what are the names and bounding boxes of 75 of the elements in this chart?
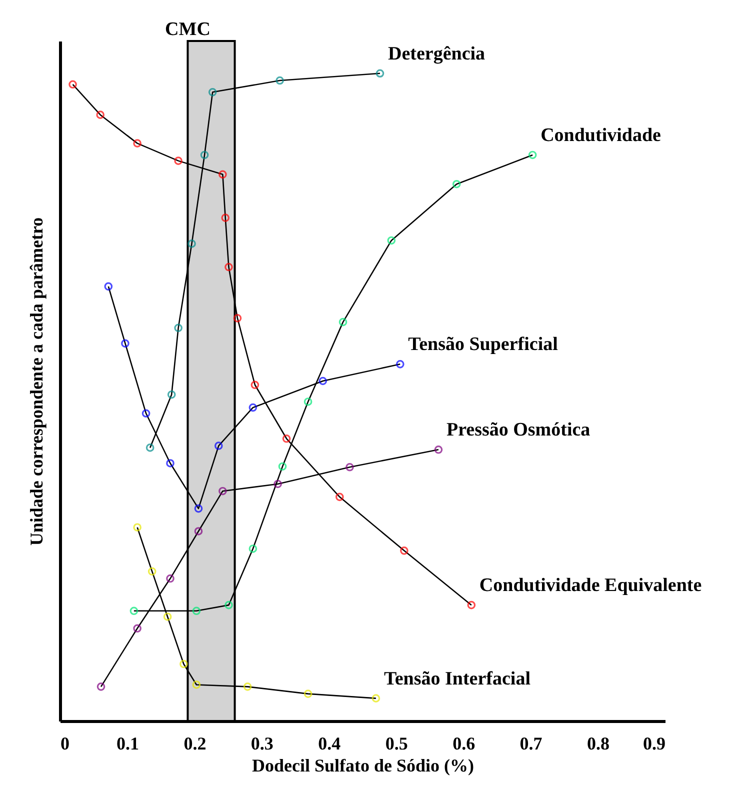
point (96, 110, 104, 119)
point (174, 156, 182, 165)
x-tick-label: 0.3 (250, 734, 274, 754)
x-tick-label: 0.5 (385, 734, 408, 754)
point (142, 409, 150, 418)
point (133, 523, 142, 532)
point (180, 660, 188, 668)
point (274, 480, 282, 488)
x-tick-label: 0.9 (643, 734, 666, 754)
point (167, 390, 176, 399)
point (192, 680, 201, 689)
point (250, 380, 260, 390)
point (148, 567, 156, 576)
point (304, 398, 312, 406)
point (452, 180, 461, 188)
x-tick-label: 0.7 (520, 734, 542, 754)
point (188, 240, 196, 248)
point (218, 170, 227, 179)
point (233, 314, 242, 322)
point (528, 150, 537, 160)
point (335, 492, 344, 502)
point (372, 694, 380, 702)
point (387, 236, 396, 245)
point (221, 214, 230, 222)
series-label: Pressão Osmótica (446, 420, 591, 441)
point (318, 376, 327, 386)
x-tick-label: 0.6 (452, 734, 476, 754)
point (278, 462, 287, 471)
point (192, 606, 201, 616)
series-label: Tensão Interfacial (384, 668, 530, 690)
point (282, 434, 291, 443)
band-label: CMC (165, 19, 210, 40)
point (166, 459, 174, 468)
point (121, 339, 130, 348)
point (434, 446, 443, 454)
point (304, 690, 312, 698)
point (214, 442, 223, 450)
x-tick-label: 0 (60, 734, 70, 754)
point (248, 544, 258, 553)
point (276, 76, 284, 85)
point (376, 69, 384, 78)
point (104, 282, 113, 291)
point (248, 403, 258, 412)
point (68, 80, 77, 89)
point (396, 360, 404, 368)
x-tick-label: 0.2 (184, 734, 206, 754)
point (467, 600, 476, 610)
series-label: Condutividade (540, 124, 661, 146)
point (166, 574, 174, 583)
point (130, 606, 138, 616)
series-label: Detergência (388, 43, 486, 64)
series-label: Tensão Superficial (408, 334, 558, 356)
x-tick-label: 0.1 (116, 734, 139, 754)
point (96, 682, 106, 691)
point (133, 139, 142, 148)
point (194, 527, 203, 536)
x-tick-label: 0.8 (587, 734, 610, 754)
point (133, 624, 142, 633)
point (400, 546, 408, 555)
point (338, 318, 348, 326)
point (194, 504, 203, 513)
point (243, 682, 252, 691)
point (163, 612, 172, 621)
point (224, 600, 233, 610)
point (346, 462, 354, 472)
point (200, 150, 209, 160)
point (218, 486, 227, 496)
x-tick-label: 0.4 (318, 734, 341, 754)
y-axis-title: Unidade correspondente a cada parâmetro (26, 217, 46, 546)
point (146, 444, 154, 452)
x-axis-title: Dodecil Sulfato de Sódio (%) (252, 756, 474, 776)
series-label: Condutividade Equivalente (479, 575, 702, 596)
point (224, 262, 233, 272)
point (208, 88, 217, 96)
point (174, 324, 182, 332)
